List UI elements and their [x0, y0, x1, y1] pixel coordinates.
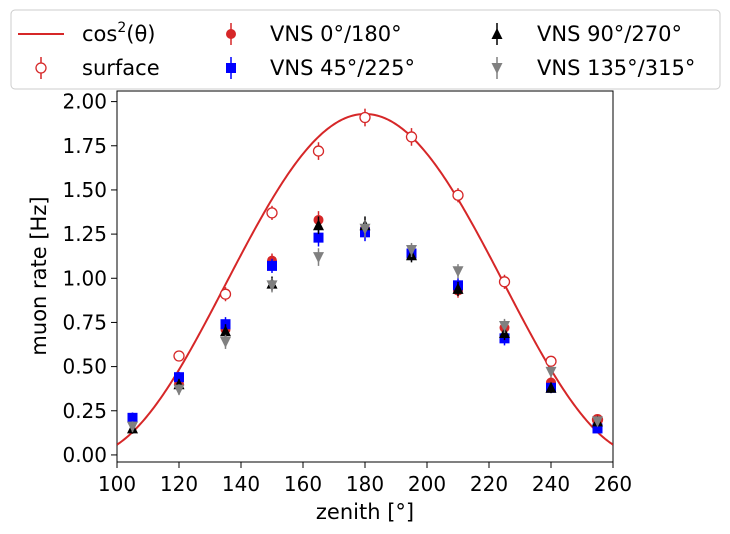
data-point	[359, 111, 371, 124]
legend-marker-surface	[35, 62, 47, 74]
series-layer	[127, 108, 604, 434]
data-point	[266, 207, 278, 219]
data-point	[173, 384, 185, 396]
data-point	[266, 280, 278, 292]
series-vns-90-270	[127, 216, 603, 434]
legend-box	[10, 9, 721, 90]
series-vns-135-315	[127, 219, 603, 433]
data-point	[499, 320, 510, 332]
legend-entry-curve: cos2(θ)	[18, 20, 156, 46]
series-vns-45-225	[127, 223, 603, 434]
x-tick-label: 180	[346, 472, 384, 496]
plot-frame	[116, 90, 614, 463]
legend-marker-vns-45-225	[226, 63, 236, 73]
legend: cos2(θ) surface VNS 0°/180° VNS 45°/225°…	[10, 9, 721, 90]
data-point	[406, 245, 417, 256]
data-point	[220, 325, 231, 337]
data-point	[173, 350, 185, 362]
x-tick-label: 240	[532, 472, 570, 496]
data-point	[592, 416, 603, 428]
x-tick-label: 100	[98, 472, 136, 496]
y-tick-label: 1.75	[62, 134, 107, 158]
legend-entry-vns-90-270: VNS 90°/270°	[491, 22, 682, 46]
legend-entry-vns-135-315: VNS 135°/315°	[491, 56, 695, 80]
curve-layer	[117, 112, 613, 446]
legend-label-vns-135-315: VNS 135°/315°	[537, 56, 695, 80]
data-point	[127, 412, 138, 423]
data-point	[267, 260, 277, 271]
legend-curve-suffix: (θ)	[126, 22, 155, 46]
legend-label-curve: cos2(θ)	[82, 20, 156, 46]
x-tick-label: 140	[222, 472, 260, 496]
legend-marker-vns-0-180	[226, 29, 236, 39]
data-point	[127, 421, 138, 433]
legend-marker-vns-135-315	[491, 63, 503, 74]
data-point	[313, 232, 324, 243]
x-tick-label: 220	[470, 472, 508, 496]
legend-entry-surface: surface	[35, 56, 160, 80]
data-point	[452, 189, 464, 201]
legend-curve-superscript: 2	[117, 20, 126, 36]
y-axis-label: muon rate [Hz]	[27, 196, 51, 355]
legend-label-vns-90-270: VNS 90°/270°	[537, 22, 682, 46]
data-point	[220, 336, 231, 348]
data-point	[545, 366, 557, 378]
legend-label-vns-0-180: VNS 0°/180°	[270, 22, 402, 46]
data-point	[359, 223, 371, 235]
data-point	[498, 276, 511, 288]
data-point	[545, 381, 557, 393]
data-point	[312, 145, 325, 157]
x-tick-label: 160	[284, 472, 322, 496]
data-point	[174, 372, 184, 383]
x-axis-ticks: 100 120 140 160 180 200 220 240 260	[98, 462, 632, 496]
data-point	[452, 282, 464, 294]
legend-entry-vns-45-225: VNS 45°/225°	[226, 56, 415, 80]
y-tick-label: 2.00	[62, 90, 107, 114]
y-tick-label: 0.25	[62, 399, 107, 423]
y-tick-label: 0.75	[62, 310, 107, 334]
data-point	[313, 219, 324, 231]
x-axis-label: zenith [°]	[316, 500, 414, 524]
data-point	[405, 131, 418, 143]
cos2-fit-curve	[117, 112, 613, 446]
y-tick-label: 0.50	[62, 355, 107, 379]
legend-entry-vns-0-180: VNS 0°/180°	[226, 22, 402, 46]
data-point	[219, 288, 232, 300]
y-axis-ticks: 0.00 0.25 0.50 0.75 1.00 1.25 1.50 1.75 2.00	[62, 90, 117, 467]
y-tick-label: 1.50	[62, 178, 107, 202]
x-tick-label: 200	[408, 472, 446, 496]
y-tick-label: 1.25	[62, 222, 107, 246]
series-surface	[173, 108, 604, 426]
data-point	[545, 355, 557, 367]
x-tick-label: 120	[160, 472, 198, 496]
legend-marker-vns-90-270	[491, 28, 503, 39]
data-point	[452, 266, 464, 278]
y-tick-label: 0.00	[62, 443, 107, 467]
data-point	[313, 252, 324, 264]
legend-label-surface: surface	[82, 56, 160, 80]
series-vns-0-180	[127, 211, 603, 425]
data-point	[592, 423, 603, 434]
x-tick-label: 260	[594, 472, 632, 496]
legend-label-vns-45-225: VNS 45°/225°	[270, 56, 415, 80]
y-tick-label: 1.00	[62, 266, 107, 290]
